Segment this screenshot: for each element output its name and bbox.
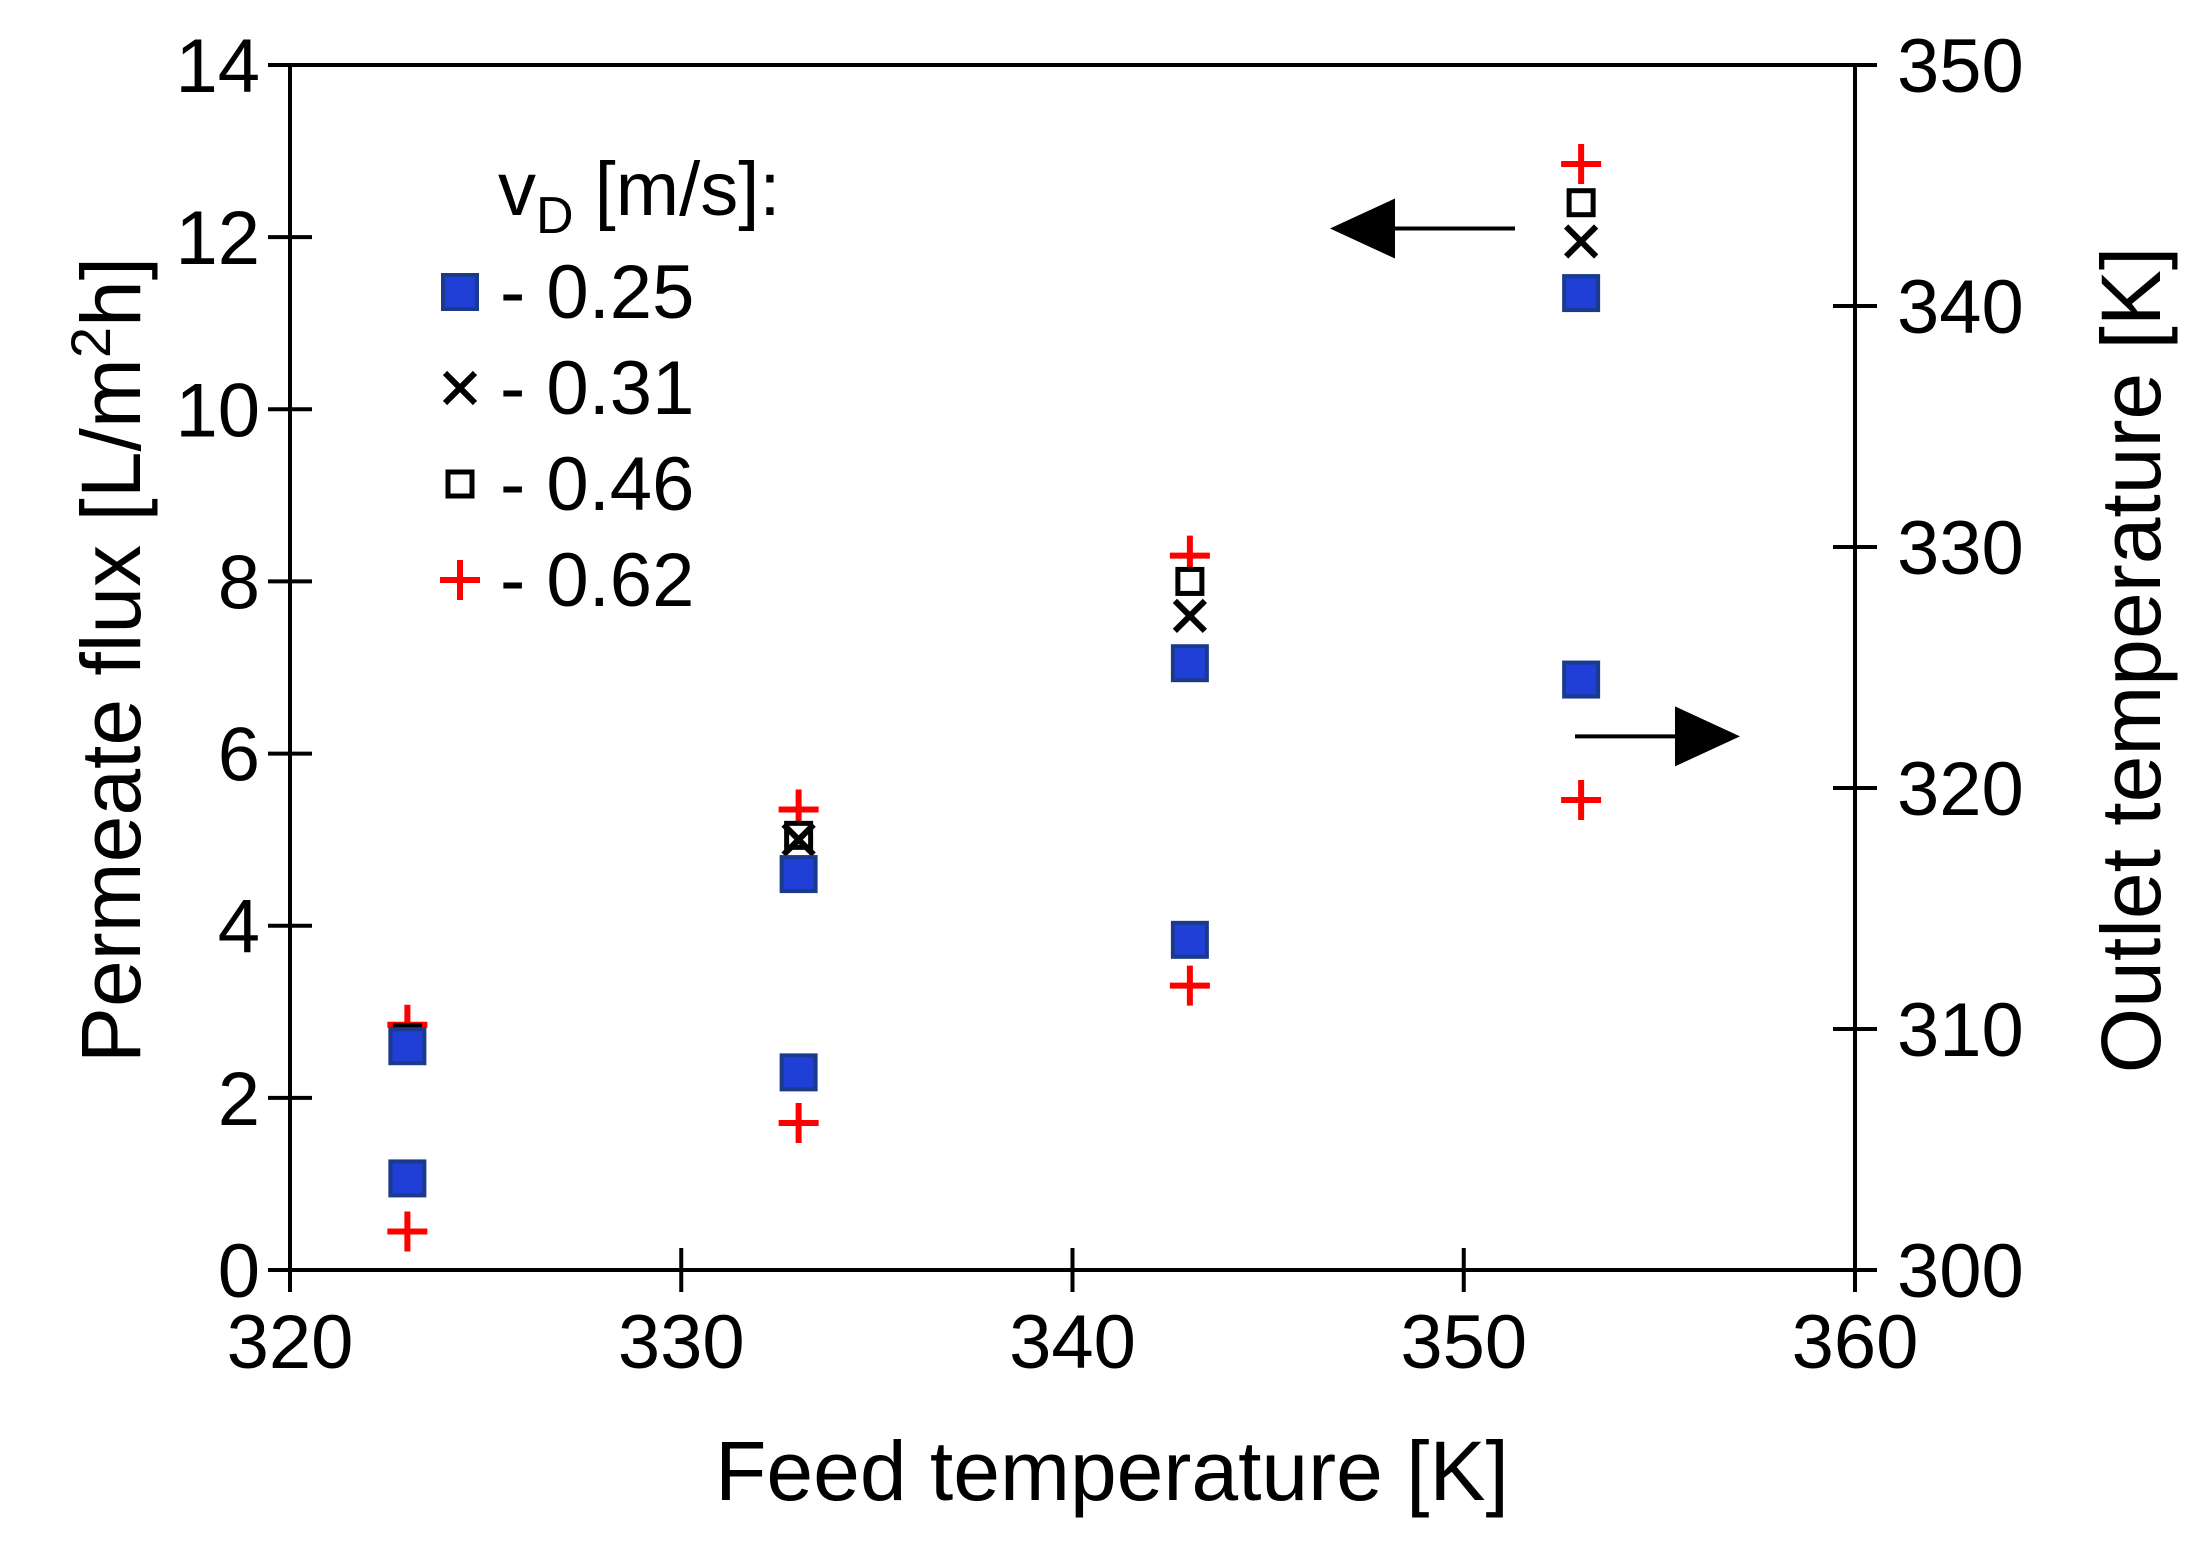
flux-point-shape <box>1175 566 1205 596</box>
y-left-tick-label: 4 <box>218 885 260 970</box>
y-left-tick-label: 14 <box>175 24 260 109</box>
plot-border <box>288 63 1857 1272</box>
axis-ticks: 320 330 340 350 360 0 2 4 6 8 10 12 14 300 310 320 330 34… <box>175 24 2023 1385</box>
outlet-point <box>779 1053 818 1092</box>
left-arrow-head <box>1330 198 1395 259</box>
y-right-tick-label: 330 <box>1897 506 2024 591</box>
outlet-point <box>778 1102 819 1143</box>
legend-title-end: [m/s]: <box>574 147 781 232</box>
flux-point-shape <box>388 1027 427 1066</box>
outlet-point <box>388 1159 427 1198</box>
legend-title-main: v <box>498 147 536 232</box>
flux-point <box>388 1027 427 1066</box>
flux-point-shape <box>1170 644 1209 683</box>
outlet-point <box>1562 660 1601 699</box>
x-tick-label: 320 <box>227 1300 354 1385</box>
flux-point <box>1175 566 1205 596</box>
y-right-tick-label: 320 <box>1897 747 2024 832</box>
flux-point-shape <box>779 855 818 894</box>
y-left-tick-label: 6 <box>218 713 260 798</box>
x-tick-label: 330 <box>618 1300 745 1385</box>
legend-marker-shape <box>441 273 479 311</box>
flux-point-stroke-b <box>1172 598 1207 633</box>
y-left-tick-label: 0 <box>218 1229 260 1314</box>
legend-marker-shape <box>445 469 475 499</box>
outlet-point-shape <box>1562 660 1601 699</box>
x-tick-label: 350 <box>1400 1300 1527 1385</box>
legend-marker-stroke-b <box>442 370 478 406</box>
y-axis-left-title-sup: 2 <box>59 327 122 358</box>
x-axis-title: Feed temperature [K] <box>715 1424 1509 1518</box>
legend-marker <box>442 370 478 406</box>
flux-point <box>781 822 816 857</box>
y-left-tick-label: 12 <box>175 196 260 281</box>
y-left-tick-label: 8 <box>218 540 260 625</box>
y-right-tick-label: 350 <box>1897 24 2024 109</box>
outlet-point-shape <box>388 1159 427 1198</box>
legend-label: - 0.25 <box>500 250 694 335</box>
y-left-tick-label: 2 <box>218 1057 260 1142</box>
legend-marker <box>440 560 480 600</box>
legend: - 0.25 - 0.31 - 0.46 - 0.62 <box>440 250 694 623</box>
y-right-tick-label: 300 <box>1897 1229 2024 1314</box>
outlet-point-shape <box>1170 920 1209 959</box>
y-axis-left-title: Permeate flux [L/m2h] <box>59 257 158 1063</box>
flux-point-shape <box>1566 188 1596 218</box>
flux-point <box>1170 644 1209 683</box>
flux-point-shape <box>1562 274 1601 313</box>
legend-marker <box>441 273 479 311</box>
outlet-point-shape <box>779 1053 818 1092</box>
legend-title: vD [m/s]: <box>498 147 780 245</box>
legend-title-sub: D <box>536 187 574 245</box>
flux-point <box>779 855 818 894</box>
legend-label: - 0.31 <box>500 346 694 431</box>
y-left-tick-label: 10 <box>175 368 260 453</box>
outlet-point <box>1561 780 1602 821</box>
legend-label: - 0.62 <box>500 538 694 623</box>
outlet-point <box>387 1211 428 1252</box>
annotation-arrows <box>1330 198 1740 767</box>
flux-point-stroke-b <box>1564 224 1599 259</box>
legend-label: - 0.46 <box>500 442 694 527</box>
y-axis-left-title-main: Permeate flux [L/m <box>64 358 158 1063</box>
flux-point <box>1564 224 1599 259</box>
x-tick-label: 360 <box>1792 1300 1919 1385</box>
outlet-point <box>1170 920 1209 959</box>
data-points <box>387 143 1602 1252</box>
right-arrow-head <box>1675 706 1740 767</box>
plot-frame <box>288 63 1857 1272</box>
outlet-point <box>1169 965 1210 1006</box>
flux-point <box>1561 143 1602 184</box>
y-right-tick-label: 310 <box>1897 988 2024 1073</box>
y-right-tick-label: 340 <box>1897 265 2024 350</box>
flux-point <box>1566 188 1596 218</box>
y-axis-right-title: Outlet temperature [K] <box>2084 247 2178 1073</box>
legend-marker <box>445 469 475 499</box>
y-axis-left-title-end: h] <box>64 257 158 327</box>
flux-point <box>1562 274 1601 313</box>
flux-point-stroke-b <box>781 822 816 857</box>
flux-point <box>1172 598 1207 633</box>
x-tick-label: 340 <box>1009 1300 1136 1385</box>
